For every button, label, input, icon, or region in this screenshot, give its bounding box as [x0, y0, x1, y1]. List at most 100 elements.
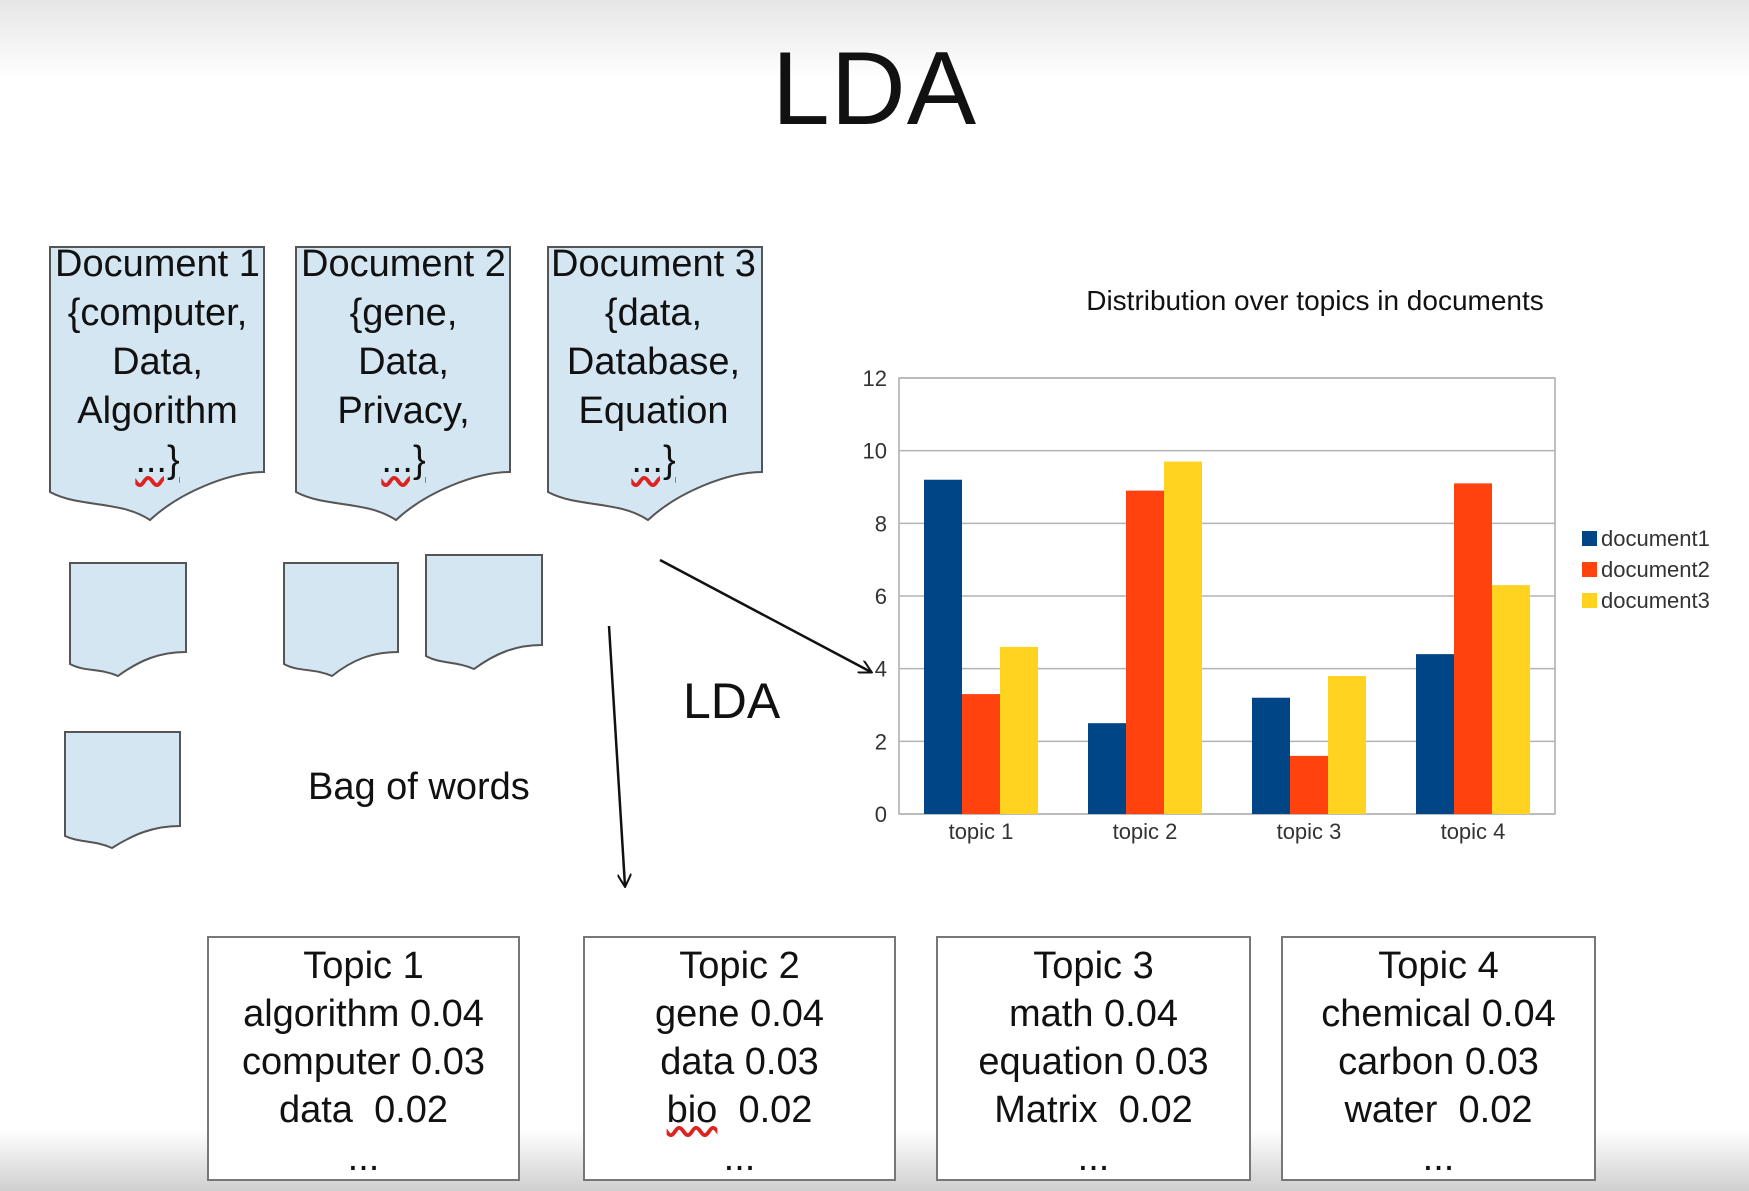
topic-word-row: equation 0.03	[938, 1038, 1249, 1086]
bar-document3	[1164, 461, 1202, 814]
bar-document1	[1088, 723, 1126, 814]
document-ellipsis: ...}	[135, 439, 180, 481]
topic-title: Topic 1	[303, 945, 424, 987]
bar-document3	[1000, 646, 1038, 814]
topic-word: gene	[654, 993, 740, 1035]
document-1-text: Document 1 {computer, Data, Algorithm ..…	[45, 240, 270, 485]
document-word: Algorithm	[77, 390, 238, 432]
legend-label: document3	[1601, 587, 1710, 613]
topic-prob: 0.04	[1481, 993, 1556, 1035]
topic-1-box: Topic 1 algorithm 0.04 computer 0.03 dat…	[207, 936, 520, 1181]
document-2-shape	[295, 246, 511, 522]
chart-title: Distribution over topics in documents	[1086, 285, 1544, 316]
bar-document3	[1328, 675, 1366, 814]
slide-title: LDA	[771, 31, 978, 147]
x-tick-label: topic 1	[949, 819, 1014, 844]
topic-word: Matrix	[994, 1089, 1098, 1131]
topic-word-row: water 0.02	[1283, 1086, 1594, 1134]
bar-document2	[1290, 755, 1328, 814]
small-document-shape	[425, 554, 543, 671]
bar-document2	[1126, 490, 1164, 814]
arrow-to-chart	[659, 558, 871, 672]
document-word: Data,	[358, 341, 449, 383]
topic-prob: 0.02	[1458, 1089, 1533, 1131]
topic-word: data	[660, 1041, 735, 1083]
bar-document3	[1492, 585, 1530, 814]
small-document-shape	[64, 731, 181, 850]
topic-2-box: Topic 2 gene 0.04 data 0.03 bio 0.02 ...	[583, 936, 896, 1181]
legend-swatch	[1582, 562, 1597, 577]
topic-word: bio	[666, 1089, 718, 1131]
arrow-to-topics	[607, 625, 625, 886]
topic-word-row: algorithm 0.04	[209, 990, 518, 1038]
document-word: Privacy,	[337, 390, 470, 432]
topic-word: equation	[978, 1041, 1125, 1083]
topic-word-row: data 0.02	[209, 1086, 518, 1134]
topic-word-row: Matrix 0.02	[938, 1086, 1249, 1134]
topic-prob: 0.02	[374, 1089, 449, 1131]
bar-document1	[924, 479, 962, 814]
topic-word: chemical	[1321, 993, 1472, 1035]
topic-title: Topic 3	[1033, 945, 1154, 987]
legend-item: document2	[1582, 554, 1710, 585]
legend-swatch	[1582, 593, 1597, 608]
y-tick-label: 0	[875, 802, 887, 827]
topic-word: computer	[242, 1041, 401, 1083]
topic-title: Topic 2	[679, 945, 800, 987]
topic-word: water	[1344, 1089, 1438, 1131]
topic-prob: 0.02	[738, 1089, 813, 1131]
bar-document2	[962, 694, 1000, 814]
topic-ellipsis: ...	[1077, 1137, 1110, 1179]
topic-prob: 0.03	[1464, 1041, 1539, 1083]
bar-document1	[1252, 697, 1290, 814]
topic-ellipsis: ...	[1422, 1137, 1455, 1179]
topic-4-box: Topic 4 chemical 0.04 carbon 0.03 water …	[1281, 936, 1596, 1181]
topic-word-row: data 0.03	[585, 1038, 894, 1086]
document-word: Equation	[578, 390, 729, 432]
top-shading	[0, 0, 1749, 80]
x-tick-label: topic 2	[1113, 819, 1178, 844]
topic-ellipsis: ...	[347, 1137, 380, 1179]
legend-item: document3	[1582, 585, 1710, 616]
y-tick-label: 4	[875, 657, 887, 682]
bag-of-words-label: Bag of words	[308, 766, 530, 808]
topic-word-row: computer 0.03	[209, 1038, 518, 1086]
lda-label: LDA	[683, 673, 781, 729]
topic-ellipsis: ...	[723, 1137, 756, 1179]
document-title: Document 1	[55, 243, 260, 285]
topic-word-row: carbon 0.03	[1283, 1038, 1594, 1086]
y-tick-label: 6	[875, 584, 887, 609]
legend-label: document1	[1601, 525, 1710, 551]
document-2-text: Document 2 {gene, Data, Privacy, ...}	[291, 240, 516, 485]
topic-prob: 0.03	[744, 1041, 819, 1083]
document-word: {data,	[604, 292, 703, 334]
legend-label: document2	[1601, 556, 1710, 582]
legend-swatch	[1582, 531, 1597, 546]
legend-item: document1	[1582, 523, 1710, 554]
document-1-shape	[49, 246, 265, 522]
topic-prob: 0.04	[1104, 993, 1178, 1035]
document-title: Document 2	[301, 243, 506, 285]
topic-prob: 0.04	[750, 993, 825, 1035]
y-tick-label: 8	[875, 511, 887, 536]
chart-legend: document1 document2 document3	[1582, 523, 1710, 616]
topic-word: math	[1008, 993, 1094, 1035]
document-word: Data,	[112, 341, 203, 383]
topic-word: carbon	[1338, 1041, 1455, 1083]
x-tick-label: topic 4	[1441, 819, 1506, 844]
small-document-shape	[69, 562, 187, 678]
document-ellipsis: ...}	[631, 439, 676, 481]
topic-word-row: bio 0.02	[585, 1086, 894, 1134]
topic-word-row: chemical 0.04	[1283, 990, 1594, 1038]
topic-word: algorithm	[243, 993, 400, 1035]
y-tick-label: 10	[863, 439, 887, 464]
document-3-shape	[547, 246, 763, 522]
document-ellipsis: ...}	[381, 439, 426, 481]
bar-chart: 0 2 4 6 8 10 12 topic 1 topic 2 topic 3 topic 4	[863, 366, 1556, 844]
topic-word-row: gene 0.04	[585, 990, 894, 1038]
topic-3-box: Topic 3 math 0.04 equation 0.03 Matrix 0…	[936, 936, 1251, 1181]
topic-title: Topic 4	[1378, 945, 1499, 987]
bar-document2	[1454, 483, 1492, 814]
topic-prob: 0.02	[1118, 1089, 1193, 1131]
